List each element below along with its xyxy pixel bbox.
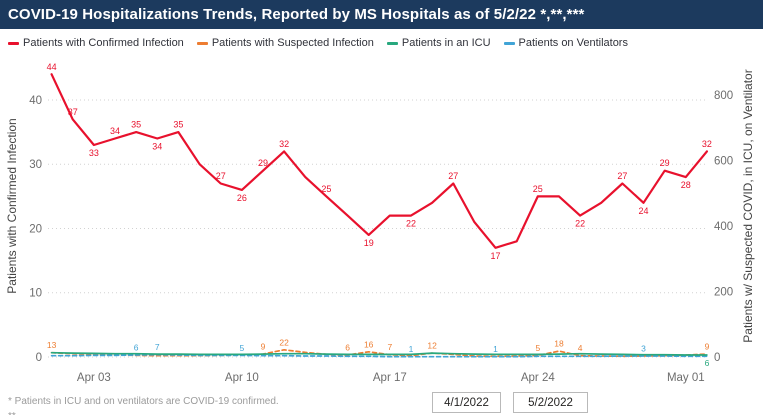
data-label: 5 [239,343,244,353]
date-range-start-input[interactable]: 4/1/2022 [432,392,501,413]
left-axis-tick-label: 40 [29,95,42,107]
left-axis-tick-label: 10 [29,288,42,300]
patients-in-an-icu-line[interactable] [50,351,708,356]
chart-title: COVID-19 Hospitalizations Trends, Report… [8,6,585,23]
right-axis-title: Patients w/ Suspected COVID, in ICU, on … [741,69,755,342]
data-label: 6 [345,343,350,353]
data-label: 32 [279,139,289,149]
data-label: 6 [134,343,139,353]
right-axis-tick-label: 200 [714,286,733,298]
legend-item-2[interactable]: Patients in an ICU [386,37,491,49]
data-label: 7 [155,342,160,352]
data-label: 3 [641,344,646,354]
data-label: 26 [237,193,247,203]
data-label: 16 [364,339,374,349]
data-label: 35 [131,120,141,130]
data-label: 9 [705,342,710,352]
legend-item-label: Patients on Ventilators [518,37,628,49]
legend-item-label: Patients with Confirmed Infection [23,37,184,49]
legend-item-1[interactable]: Patients with Suspected Infection [196,37,374,49]
data-label: 35 [173,120,183,130]
data-label: 5 [535,343,540,353]
data-label: 7 [387,342,392,352]
right-axis-tick-label: 400 [714,221,733,233]
footnote-icu-vent: * Patients in ICU and on ventilators are… [8,396,279,407]
footnote-cropped: ** [8,411,16,415]
x-axis-tick-label: Apr 24 [521,372,555,384]
data-label: 27 [216,171,226,181]
data-label: 9 [261,342,266,352]
legend-item-3[interactable]: Patients on Ventilators [503,37,628,49]
patients-with-confirmed-infection-line[interactable] [50,73,709,249]
data-label: 22 [575,219,585,229]
data-label: 44 [47,62,57,72]
right-axis-tick-label: 0 [714,352,720,364]
left-axis-tick-label: 20 [29,223,42,235]
x-axis-tick-label: May 01 [667,372,705,384]
legend-item-0[interactable]: Patients with Confirmed Infection [8,37,184,49]
legend-item-label: Patients in an ICU [401,37,491,49]
x-axis-tick-label: Apr 10 [225,372,259,384]
data-label: 1 [493,344,498,354]
left-axis-tick-label: 30 [29,159,42,171]
data-label: 34 [110,126,120,136]
data-label: 27 [448,171,458,181]
data-label: 37 [68,107,78,117]
data-label: 32 [702,139,712,149]
legend-dash-icon [503,41,515,45]
data-label: 29 [660,158,670,168]
legend: Patients with Confirmed Infection Patient… [8,35,758,51]
data-label: 18 [554,339,564,349]
data-label: 34 [152,142,162,152]
legend-item-label: Patients with Suspected Infection [211,37,374,49]
data-label: 27 [617,171,627,181]
data-label: 33 [89,148,99,158]
data-label: 22 [406,219,416,229]
data-label: 24 [639,206,649,216]
data-label: 28 [681,180,691,190]
data-label: 25 [533,184,543,194]
data-label: 25 [321,184,331,194]
chart-title-bar: COVID-19 Hospitalizations Trends, Report… [0,0,763,29]
data-label: 13 [47,340,57,350]
data-label: 22 [279,337,289,347]
legend-dash-icon [8,41,19,45]
data-label: 29 [258,158,268,168]
data-label: 1 [409,344,414,354]
legend-dash-icon [386,41,398,45]
data-label: 12 [427,341,437,351]
x-axis-tick-label: Apr 03 [77,372,111,384]
x-axis-tick-label: Apr 17 [373,372,407,384]
data-label: 6 [705,358,710,368]
data-label: 17 [491,251,501,261]
left-axis-tick-label: 0 [36,352,42,364]
right-axis-tick-label: 800 [714,90,733,102]
data-label: 4 [578,343,583,353]
date-range-end-input[interactable]: 5/2/2022 [513,392,588,413]
data-label: 19 [364,238,374,248]
right-axis-tick-label: 600 [714,155,733,167]
legend-dash-icon [196,41,208,45]
left-axis-title: Patients with Confirmed Infection [5,118,19,293]
